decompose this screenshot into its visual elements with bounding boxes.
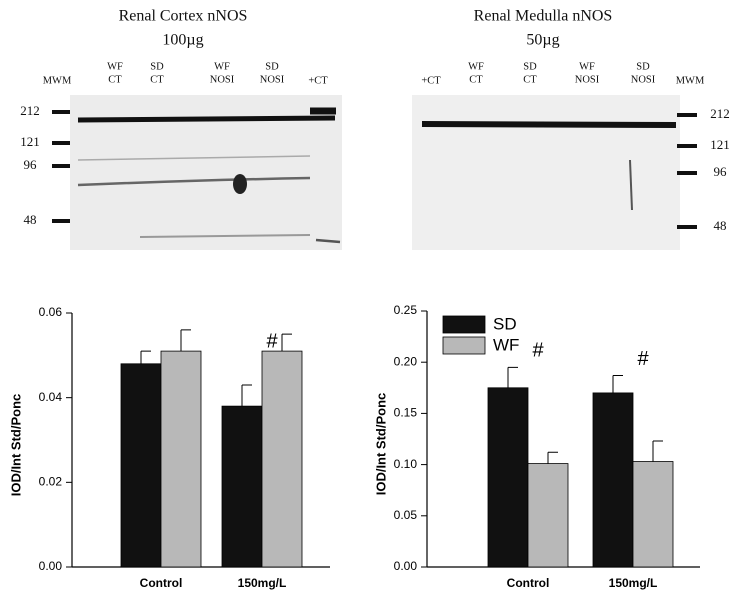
blot-subtitle: 50µg (526, 32, 559, 49)
error-bar (652, 440, 663, 462)
annotation: # (637, 348, 649, 370)
bar (487, 387, 529, 568)
y-tick-label: 0.20 (394, 354, 418, 368)
marker-label: 212 (20, 103, 40, 118)
x-tick-label: Control (507, 576, 550, 590)
lane-label: WF (214, 61, 230, 72)
error-bar (281, 333, 292, 352)
y-tick-label: 0.00 (394, 559, 418, 573)
error-bar (140, 350, 151, 364)
marker-label: 96 (24, 157, 38, 172)
lane-label: WF (579, 61, 595, 72)
bar (632, 461, 674, 568)
lane-label: SD (150, 61, 164, 72)
error-bar (612, 375, 623, 393)
lane-label: CT (150, 74, 164, 85)
marker-label: 48 (24, 212, 37, 227)
error-bar (547, 451, 558, 464)
y-axis-label: IOD/Int Std/Ponc (373, 393, 388, 496)
error-bar (507, 366, 518, 388)
error-bar (180, 329, 191, 352)
lane-label: MWM (676, 75, 705, 86)
y-tick-label: 0.02 (39, 475, 63, 489)
bar (221, 405, 263, 568)
lane-label: SD (523, 61, 537, 72)
marker-label: 96 (714, 164, 728, 179)
x-tick-label: 150mg/L (609, 576, 658, 590)
bar (120, 363, 162, 568)
x-tick-label: Control (140, 576, 183, 590)
lane-label: WF (468, 61, 484, 72)
blot-subtitle: 100µg (162, 32, 203, 49)
annotation: # (532, 340, 544, 362)
bar (527, 463, 569, 568)
blot-title: Renal Medulla nNOS (474, 8, 613, 25)
legend-label: WF (493, 335, 519, 354)
blot-image (70, 95, 680, 250)
lane-label: MWM (43, 75, 72, 86)
lane-label: SD (636, 61, 650, 72)
y-tick-label: 0.05 (394, 508, 418, 522)
marker-label: 121 (710, 137, 730, 152)
marker-label: 48 (714, 218, 727, 233)
bar (160, 350, 202, 568)
annotation: # (266, 330, 278, 352)
lane-label: NOSI (575, 74, 600, 85)
lane-label: NOSI (260, 74, 285, 85)
legend-label: SD (493, 314, 517, 333)
bar (592, 392, 634, 568)
legend-swatch (442, 315, 486, 334)
lane-label: CT (523, 74, 537, 85)
y-tick-label: 0.10 (394, 457, 418, 471)
lane-label: +CT (308, 75, 328, 86)
y-tick-label: 0.25 (394, 303, 418, 317)
lane-label: SD (265, 61, 279, 72)
y-tick-label: 0.06 (39, 305, 63, 319)
lane-label: +CT (421, 75, 441, 86)
error-bar (241, 384, 252, 407)
lane-label: NOSI (631, 74, 656, 85)
lane-label: WF (107, 61, 123, 72)
y-tick-label: 0.00 (39, 559, 63, 573)
y-axis-label: IOD/Int Std/Ponc (8, 394, 23, 497)
lane-label: NOSI (210, 74, 235, 85)
marker-label: 121 (20, 134, 40, 149)
lane-label: CT (469, 74, 483, 85)
bar (261, 350, 303, 568)
lane-label: CT (108, 74, 122, 85)
marker-label: 212 (710, 106, 730, 121)
blot-title: Renal Cortex nNOS (119, 8, 248, 25)
x-tick-label: 150mg/L (238, 576, 287, 590)
y-tick-label: 0.04 (39, 390, 63, 404)
y-tick-label: 0.15 (394, 406, 418, 420)
legend-swatch (442, 336, 486, 355)
